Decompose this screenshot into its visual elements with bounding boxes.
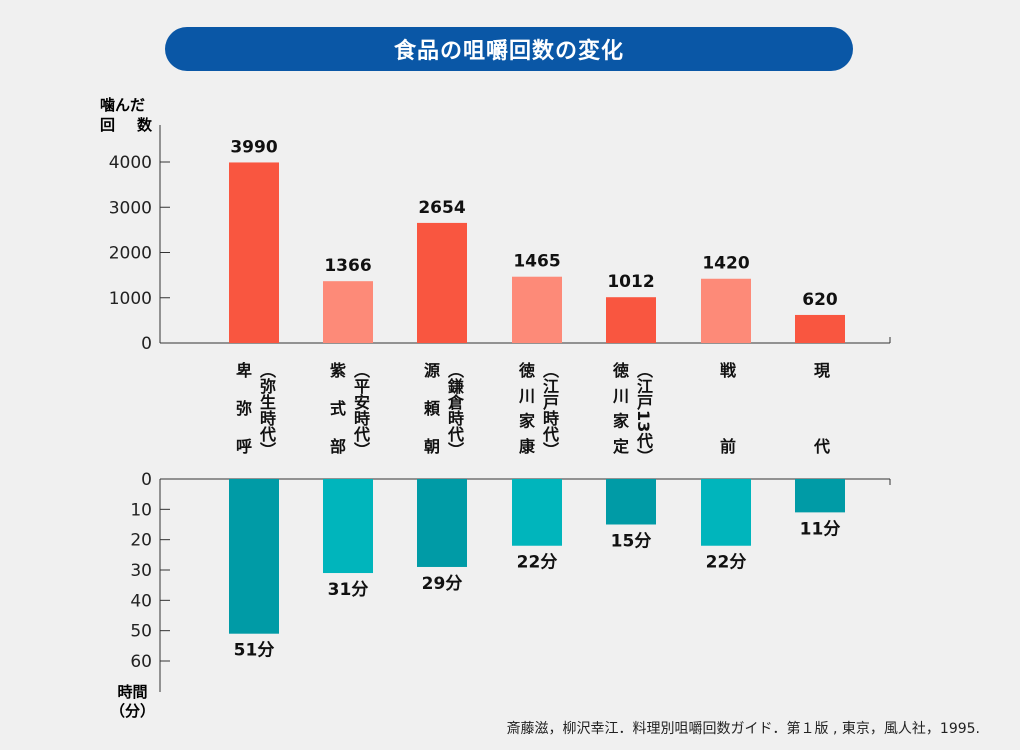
top-y-label-char: 回	[100, 116, 116, 134]
top-y-label-line1: 噛んだ	[100, 96, 146, 114]
bottom-bar	[512, 479, 562, 546]
top-bar	[323, 281, 373, 343]
top-y-axis-label: 噛んだ 回 数	[100, 95, 152, 135]
bottom-y-axis-label: 時間 （分）	[110, 683, 155, 721]
bottom-bar	[606, 479, 656, 525]
bottom-y-tick-label: 0	[141, 470, 152, 490]
top-bar-value-label: 620	[802, 290, 838, 310]
top-y-tick-label: 4000	[109, 153, 152, 173]
bottom-y-tick-label: 30	[130, 561, 152, 581]
category-name: 現代	[811, 362, 830, 454]
top-bar	[701, 278, 751, 343]
category-label: 徳川家康 （江戸時代）	[515, 362, 559, 458]
bottom-bar-value-label: 51分	[234, 641, 275, 661]
category-era: （弥生時代）	[257, 362, 276, 458]
top-bar-value-label: 1012	[607, 272, 654, 292]
category-label: 紫式部 （平安時代）	[326, 362, 370, 458]
top-y-tick-label: 2000	[109, 244, 152, 264]
bottom-y-tick-label: 60	[130, 652, 152, 672]
top-bar-value-label: 2654	[418, 198, 465, 218]
top-bar-value-label: 3990	[230, 137, 277, 157]
top-bar	[606, 297, 656, 343]
bottom-bar	[229, 479, 279, 634]
bottom-y-label-line1: 時間	[117, 683, 148, 701]
category-era: （江戸13代）	[634, 362, 653, 465]
top-y-tick-label: 1000	[109, 289, 152, 309]
top-y-tick-label: 0	[141, 334, 152, 354]
category-name: 卑弥呼	[233, 362, 252, 454]
bottom-bar-value-label: 31分	[328, 580, 369, 600]
bottom-bar-value-label: 22分	[517, 553, 558, 573]
top-bar	[795, 314, 845, 343]
chart-title: 食品の咀嚼回数の変化	[165, 27, 853, 71]
category-name: 戦前	[717, 362, 736, 454]
bottom-bar-value-label: 22分	[706, 553, 747, 573]
category-name: 徳川家康	[516, 362, 535, 454]
source-citation: 斎藤滋，柳沢幸江．料理別咀嚼回数ガイド．第１版 , 東京，風人社，1995.	[506, 721, 980, 737]
category-era: （鎌倉時代）	[445, 362, 464, 458]
top-bar	[417, 222, 467, 343]
bottom-bar	[701, 479, 751, 546]
top-bar-value-label: 1420	[702, 254, 749, 274]
bottom-y-tick-label: 20	[130, 531, 152, 551]
category-label: 卑弥呼 （弥生時代）	[232, 362, 276, 458]
top-bar-value-label: 1465	[513, 252, 560, 272]
category-era: （江戸時代）	[540, 362, 559, 458]
category-label: 源頼朝 （鎌倉時代）	[420, 362, 464, 458]
top-bar	[229, 162, 279, 343]
top-y-tick-label: 3000	[109, 198, 152, 218]
top-bar	[512, 276, 562, 343]
bottom-bar	[417, 479, 467, 567]
bottom-y-tick-label: 50	[130, 622, 152, 642]
category-era: （平安時代）	[351, 362, 370, 458]
bottom-y-tick-label: 10	[130, 500, 152, 520]
bottom-bar	[323, 479, 373, 574]
bottom-y-label-line2: （分）	[110, 702, 156, 720]
category-label: 徳川家定 （江戸13代）	[609, 362, 653, 465]
top-bar-value-label: 1366	[324, 256, 371, 276]
bottom-bar-value-label: 15分	[611, 532, 652, 552]
category-name: 徳川家定	[610, 362, 629, 454]
bottom-bar-value-label: 29分	[422, 574, 463, 594]
bottom-y-tick-label: 40	[130, 591, 152, 611]
top-y-label-char: 数	[136, 116, 152, 134]
category-name: 紫式部	[327, 362, 346, 454]
category-label: 戦前	[716, 362, 736, 458]
bottom-bar	[795, 479, 845, 513]
category-label: 現代	[810, 362, 830, 458]
bottom-bar-value-label: 11分	[800, 519, 841, 539]
category-name: 源頼朝	[421, 362, 440, 454]
